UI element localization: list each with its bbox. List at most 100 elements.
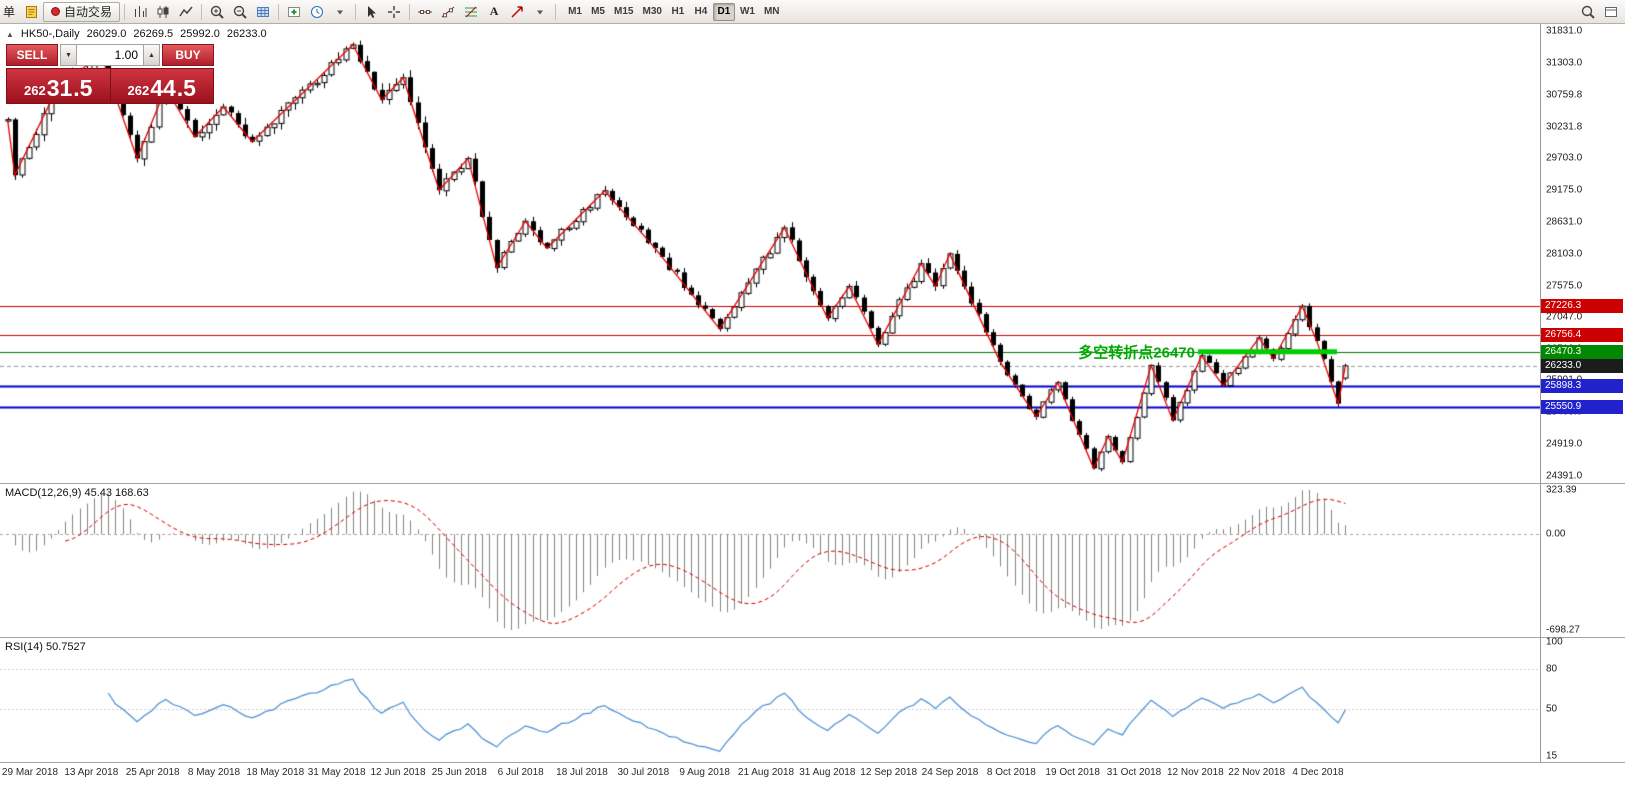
buy-price-button[interactable]: 262 44 .5 <box>110 69 213 103</box>
timeframe-button-H4[interactable]: H4 <box>694 6 708 17</box>
line-chart-icon[interactable] <box>175 2 197 22</box>
toolbar-separator <box>124 3 126 20</box>
ohlc-low: 25992.0 <box>180 28 220 40</box>
sell-button[interactable]: SELL <box>6 44 58 66</box>
candlestick-chart-icon[interactable] <box>152 2 174 22</box>
date-label: 31 May 2018 <box>307 767 366 778</box>
toolbar: 单 自动交易 <box>0 0 1625 24</box>
timeframe-button-H1[interactable]: H1 <box>671 6 685 17</box>
zoom-out-icon[interactable] <box>229 2 251 22</box>
crosshair-icon[interactable] <box>383 2 405 22</box>
price-axis-tick: 31303.0 <box>1546 57 1583 69</box>
date-label: 21 Aug 2018 <box>737 767 795 778</box>
horizontal-line-icon[interactable] <box>414 2 436 22</box>
price-axis-border <box>1540 24 1541 763</box>
timeframe-button-M30[interactable]: M30 <box>642 6 662 17</box>
menu-remnant[interactable]: 单 <box>3 5 16 19</box>
sell-price-suffix: .5 <box>73 75 93 102</box>
toolbar-separator <box>409 3 411 20</box>
window-icon[interactable] <box>1600 2 1622 22</box>
panel-splitter[interactable] <box>0 483 1625 484</box>
autotrading-button[interactable]: 自动交易 <box>43 1 121 22</box>
price-axis-tick: 29175.0 <box>1546 184 1583 196</box>
bar-chart-icon[interactable] <box>129 2 151 22</box>
toolbar-separator <box>201 3 203 20</box>
timeframe-button-W1[interactable]: W1 <box>739 6 755 17</box>
trade-panel: SELL ▼ ▲ BUY 262 31 .5 262 44 .5 <box>6 44 214 104</box>
zoom-in-icon[interactable] <box>206 2 228 22</box>
ohlc-high: 26269.5 <box>133 28 174 40</box>
rsi-label: RSI(14) 50.7527 <box>5 641 86 653</box>
date-label: 24 Sep 2018 <box>921 767 979 778</box>
date-label: 29 Mar 2018 <box>1 767 59 778</box>
main-chart-canvas[interactable] <box>0 24 1540 483</box>
fibonacci-icon[interactable] <box>460 2 482 22</box>
clock-icon[interactable] <box>306 2 328 22</box>
new-chart-icon[interactable] <box>283 2 305 22</box>
text-tool-icon[interactable]: A <box>489 4 499 18</box>
search-icon[interactable] <box>1577 2 1599 22</box>
date-label: 12 Jun 2018 <box>370 767 426 778</box>
date-label: 4 Dec 2018 <box>1292 767 1344 778</box>
date-label: 19 Oct 2018 <box>1045 767 1100 778</box>
macd-panel-canvas[interactable] <box>0 484 1540 637</box>
price-axis-tick: 28631.0 <box>1546 216 1583 228</box>
price-axis-tick: 29703.0 <box>1546 152 1583 164</box>
timeframe-button-M1[interactable]: M1 <box>568 6 582 17</box>
timeframe-button-MN[interactable]: MN <box>763 6 780 17</box>
grid-icon[interactable] <box>252 2 274 22</box>
rsi-axis-tick: 100 <box>1546 636 1563 648</box>
date-label: 25 Jun 2018 <box>431 767 487 778</box>
price-tag: 26756.4 <box>1541 327 1623 342</box>
price-tag: 25898.3 <box>1541 378 1623 393</box>
shapes-icon[interactable] <box>506 2 528 22</box>
volume-input[interactable] <box>77 44 143 66</box>
price-tag: 26470.3 <box>1541 344 1623 359</box>
date-label: 18 Jul 2018 <box>556 767 608 778</box>
rsi-axis-tick: 80 <box>1546 663 1558 675</box>
price-axis-tick: 28103.0 <box>1546 248 1583 260</box>
price-axis-tick: 27047.0 <box>1546 311 1583 323</box>
date-label: 31 Oct 2018 <box>1106 767 1162 778</box>
timeframe-button-D1[interactable]: D1 <box>712 2 735 21</box>
cursor-icon[interactable] <box>360 2 382 22</box>
rsi-panel-canvas[interactable] <box>0 638 1540 762</box>
buy-price-big: 44 <box>150 75 176 102</box>
ohlc-close: 26233.0 <box>226 28 267 40</box>
autotrading-icon <box>51 7 61 16</box>
trendline-icon[interactable] <box>437 2 459 22</box>
date-label: 25 Apr 2018 <box>125 767 180 778</box>
price-axis-tick: 24919.0 <box>1546 438 1583 450</box>
autotrading-label: 自动交易 <box>64 5 113 19</box>
price-tag: 26233.0 <box>1541 358 1623 373</box>
date-label: 30 Jul 2018 <box>617 767 670 778</box>
date-label: 8 May 2018 <box>187 767 241 778</box>
chart-annotation[interactable]: 多空转折点26470 <box>1078 344 1195 362</box>
macd-axis-tick: 0.00 <box>1546 528 1566 540</box>
timeframe-button-M15[interactable]: M15 <box>614 6 634 17</box>
date-label: 13 Apr 2018 <box>64 767 119 778</box>
volume-increase-button[interactable]: ▲ <box>143 44 160 66</box>
sell-price-prefix: 262 <box>24 82 46 98</box>
date-label: 9 Aug 2018 <box>679 767 730 778</box>
price-axis-tick: 30231.8 <box>1546 121 1583 133</box>
new-order-icon[interactable] <box>20 2 42 22</box>
macd-axis-tick: -698.27 <box>1546 624 1580 636</box>
toolbar-separator <box>278 3 280 20</box>
timeframe-button-M5[interactable]: M5 <box>591 6 605 17</box>
toolbar-separator <box>555 3 557 20</box>
sell-price-button[interactable]: 262 31 .5 <box>7 69 111 103</box>
buy-button[interactable]: BUY <box>162 44 214 66</box>
buy-price-prefix: 262 <box>127 82 150 98</box>
chevron-down-icon[interactable] <box>529 2 551 22</box>
chart-header: ▲ HK50-,Daily 26029.0 26269.5 25992.0 26… <box>6 28 267 40</box>
date-label: 12 Nov 2018 <box>1166 767 1224 778</box>
volume-decrease-button[interactable]: ▼ <box>60 44 77 66</box>
rsi-axis-tick: 15 <box>1546 750 1558 762</box>
chevron-down-icon[interactable] <box>329 2 351 22</box>
panel-splitter[interactable] <box>0 762 1625 763</box>
price-tag: 27226.3 <box>1541 299 1623 314</box>
date-label: 22 Nov 2018 <box>1228 767 1286 778</box>
panel-splitter[interactable] <box>0 637 1625 638</box>
